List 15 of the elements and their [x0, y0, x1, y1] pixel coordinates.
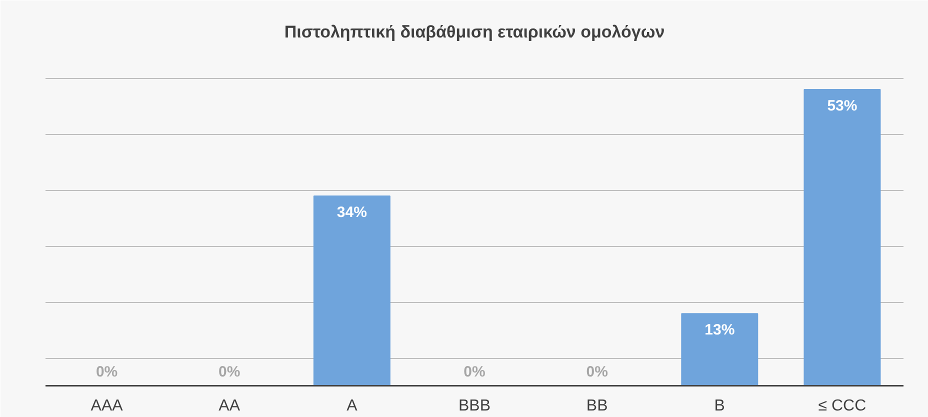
data-label: 0%: [464, 364, 486, 380]
x-tick-label: AA: [218, 398, 240, 414]
x-tick-label: B: [714, 398, 725, 414]
data-label: 0%: [218, 364, 240, 380]
data-label: 0%: [96, 364, 118, 380]
x-tick-label: AAA: [90, 398, 124, 414]
data-label: 53%: [827, 98, 858, 115]
chart-title: Πιστοληπτική διαβάθμιση εταιρικών ομολόγων: [284, 22, 665, 42]
x-tick-label: ≤ CCC: [818, 398, 866, 414]
x-tick-label: BBB: [458, 398, 491, 414]
x-tick-label: BB: [586, 398, 608, 414]
x-tick-label: A: [346, 398, 358, 414]
data-label: 34%: [336, 204, 367, 221]
data-label: 13%: [704, 322, 735, 339]
data-label: 0%: [586, 364, 608, 380]
